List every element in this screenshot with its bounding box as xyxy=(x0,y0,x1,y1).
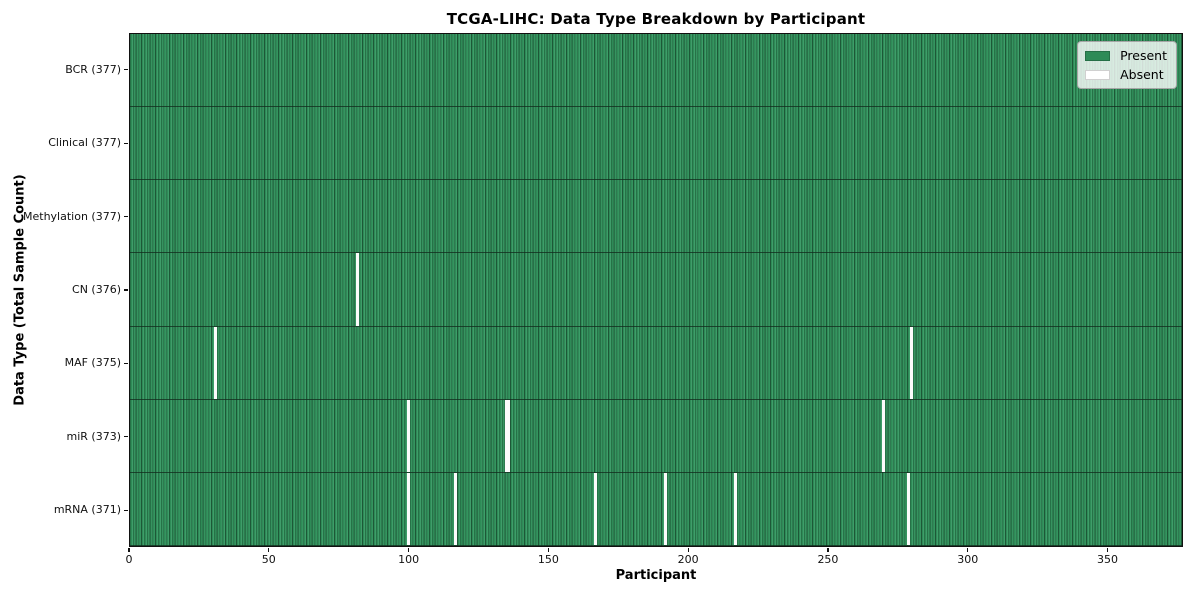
y-tick-label-CN: CN (376) xyxy=(72,283,121,296)
absent-gap xyxy=(213,326,217,399)
x-tick-mark xyxy=(1106,548,1109,552)
legend-absent-label: Absent xyxy=(1120,67,1164,82)
y-tick-label-mRNA: mRNA (371) xyxy=(53,503,121,517)
absent-gap xyxy=(733,472,737,545)
legend: Present Absent xyxy=(1077,41,1177,89)
y-tick-mark xyxy=(124,69,128,71)
absent-gap xyxy=(406,399,410,472)
legend-present-label: Present xyxy=(1120,48,1167,63)
absent-gap xyxy=(907,472,911,545)
y-tick-mark xyxy=(124,215,128,218)
y-tick-mark xyxy=(124,142,128,144)
heatmap-row-Methylation xyxy=(130,180,1182,254)
y-tick-mark xyxy=(124,436,128,438)
legend-entry-absent: Absent xyxy=(1085,68,1167,81)
x-tick-label: 150 xyxy=(537,553,559,566)
absent-gap xyxy=(663,472,667,545)
x-tick-mark xyxy=(967,548,969,552)
x-tick-mark xyxy=(547,548,549,552)
y-tick-mark xyxy=(124,509,128,511)
absent-gap xyxy=(910,326,913,399)
x-tick-label: 0 xyxy=(125,553,133,566)
y-tick-label-Clinical: Clinical (377) xyxy=(48,136,121,150)
y-tick-label-Methylation: Methylation (377) xyxy=(23,209,121,223)
x-tick-label: 100 xyxy=(398,553,420,566)
y-tick-label-miR: miR (373) xyxy=(66,429,122,443)
chart-title: TCGA-LIHC: Data Type Breakdown by Partic… xyxy=(446,10,866,28)
y-tick-mark xyxy=(124,362,128,365)
absent-gap xyxy=(507,399,511,472)
absent-gap xyxy=(504,399,508,472)
heatmap-row-BCR xyxy=(130,34,1182,108)
x-tick-label: 300 xyxy=(957,553,979,566)
x-tick-label: 200 xyxy=(677,553,699,566)
y-tick-mark xyxy=(124,289,128,291)
heatmap-row-CN xyxy=(130,253,1182,327)
legend-absent-swatch xyxy=(1085,69,1111,80)
absent-gap xyxy=(454,472,458,545)
absent-gap xyxy=(882,399,885,472)
heatmap-row-MAF xyxy=(130,326,1182,400)
x-tick-mark xyxy=(128,548,130,552)
x-tick-label: 250 xyxy=(817,553,839,566)
plot-area: Present Absent xyxy=(129,33,1183,547)
absent-gap xyxy=(594,472,597,545)
x-axis-title: Participant xyxy=(615,568,697,583)
heatmap-row-Clinical xyxy=(130,107,1182,181)
x-tick-mark xyxy=(687,548,689,552)
heatmap-row-mRNA xyxy=(130,472,1182,546)
x-tick-mark xyxy=(827,548,829,552)
heatmap-row-miR xyxy=(130,399,1182,473)
absent-gap xyxy=(356,253,360,326)
x-tick-label: 350 xyxy=(1097,553,1118,566)
legend-entry-present: Present xyxy=(1085,49,1167,62)
x-tick-label: 50 xyxy=(261,553,276,566)
x-tick-mark xyxy=(407,548,410,552)
legend-present-swatch xyxy=(1085,50,1111,61)
x-tick-mark xyxy=(268,548,270,552)
y-tick-label-BCR: BCR (377) xyxy=(65,62,121,76)
absent-gap xyxy=(406,472,410,545)
y-tick-label-MAF: MAF (375) xyxy=(64,356,121,370)
